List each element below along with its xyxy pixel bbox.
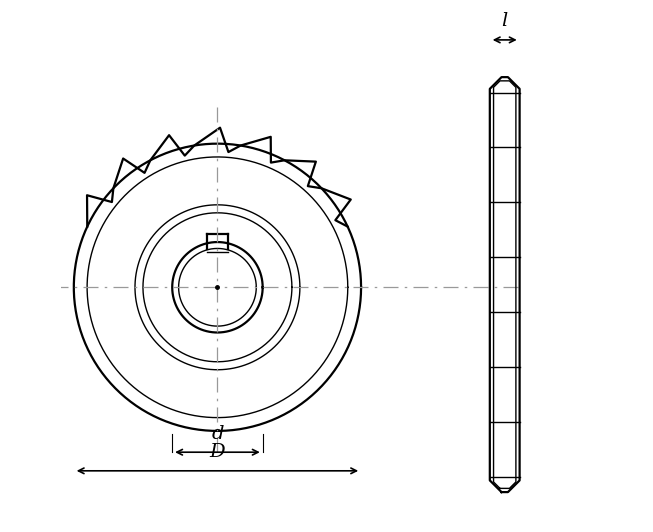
- Text: l: l: [502, 12, 508, 30]
- Text: D: D: [210, 443, 225, 461]
- Text: d: d: [211, 425, 224, 443]
